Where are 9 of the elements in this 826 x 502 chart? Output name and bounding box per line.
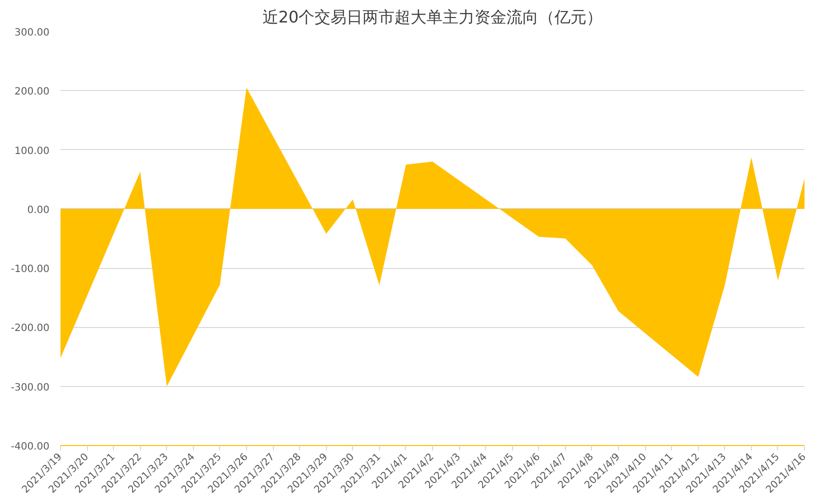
y-tick-label: -300.00: [10, 382, 50, 394]
y-tick-label: 0.00: [27, 204, 50, 216]
y-tick-label: 300.00: [14, 28, 50, 38]
y-tick-label: 200.00: [14, 86, 50, 98]
y-tick-label: -100.00: [10, 264, 50, 276]
y-tick-label: -400.00: [10, 442, 50, 452]
y-tick-label: 100.00: [14, 146, 50, 157]
chart-title: 近20个交易日两市超大单主力资金流向（亿元）: [262, 8, 603, 26]
y-tick-label: -200.00: [10, 323, 50, 334]
